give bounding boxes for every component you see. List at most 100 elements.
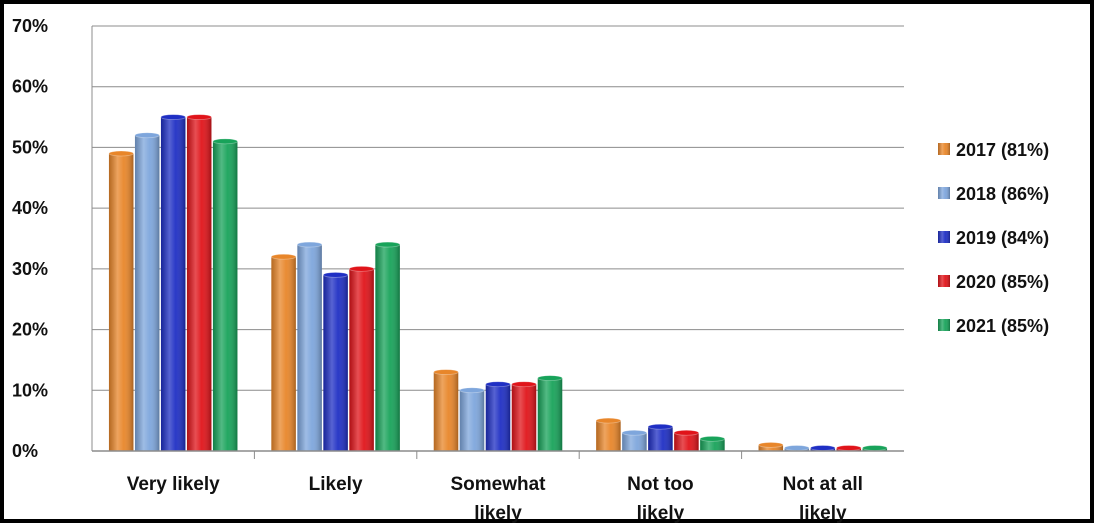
- legend-label: 2017 (81%): [956, 140, 1049, 160]
- bar: [108, 150, 134, 451]
- bar: [647, 423, 674, 451]
- bar-cap: [537, 375, 563, 382]
- bar-shading: [134, 135, 160, 452]
- legend-swatch-shading: [938, 143, 950, 155]
- bar-shading: [108, 153, 134, 451]
- bar-shading: [212, 141, 238, 451]
- bar-cap: [433, 369, 459, 375]
- legend-item: 2017 (81%): [938, 140, 1049, 160]
- x-category-label-line: Very likely: [127, 474, 220, 495]
- bar-shading: [485, 384, 511, 451]
- x-category-label: Likely: [309, 474, 363, 495]
- bar: [511, 381, 537, 451]
- bar: [160, 114, 186, 452]
- bar: [699, 435, 726, 451]
- x-category-label: Not at all likely: [783, 474, 863, 524]
- x-axis-labels: Very likely Likely Somewhat likely Not too li…: [127, 474, 863, 524]
- bar: [134, 132, 160, 452]
- bar-cap: [673, 429, 700, 436]
- x-category-label: Somewhat likely: [450, 474, 546, 524]
- bar: [270, 253, 297, 451]
- bar-cap: [862, 445, 888, 451]
- y-tick-label: 60%: [12, 77, 48, 97]
- legend-label: 2019 (84%): [956, 228, 1049, 248]
- bar-shading: [323, 274, 348, 451]
- y-tick-label: 0%: [12, 441, 38, 461]
- bar-shading: [459, 390, 485, 451]
- bar-cap: [134, 132, 160, 139]
- bar-cap: [322, 272, 349, 278]
- bar-shading: [160, 117, 186, 452]
- bar: [186, 114, 212, 452]
- x-category-label-line: Somewhat: [450, 474, 546, 495]
- bar-shading: [596, 420, 621, 451]
- bar: [810, 445, 836, 451]
- bar-shading: [622, 432, 647, 451]
- bar-cap: [699, 435, 726, 442]
- y-tick-label: 10%: [12, 380, 48, 400]
- bar: [673, 429, 700, 451]
- x-category-label: Very likely: [127, 474, 220, 495]
- bar-cap: [595, 417, 622, 424]
- bar-chart: 0% 10% 20% 30% 40% 50% 60% 70% Very likely Likel…: [12, 16, 1049, 524]
- bar-shading: [349, 268, 374, 451]
- legend-item: 2020 (85%): [938, 272, 1049, 292]
- legend-label: 2020 (85%): [956, 272, 1049, 292]
- bar: [784, 445, 810, 451]
- bar: [485, 381, 511, 451]
- bar-cap: [374, 241, 401, 248]
- x-category-label-line: likely: [799, 503, 847, 524]
- bars: [108, 114, 888, 452]
- bar-shading: [375, 244, 400, 451]
- bar-shading: [700, 438, 725, 451]
- bar-shading: [186, 117, 212, 452]
- bar: [836, 445, 862, 451]
- legend-label: 2021 (85%): [956, 316, 1049, 336]
- bar-shading: [648, 426, 673, 451]
- bar-cap: [160, 114, 186, 120]
- bar-cap: [212, 138, 238, 145]
- bar-cap: [836, 445, 862, 451]
- bar: [595, 417, 622, 451]
- bar-shading: [537, 378, 563, 451]
- bar-cap: [758, 442, 784, 448]
- legend-swatch-shading: [938, 187, 950, 199]
- axes: [91, 26, 904, 459]
- bar: [212, 138, 238, 451]
- bar-cap: [511, 381, 537, 388]
- legend-item: 2018 (86%): [938, 184, 1049, 204]
- y-tick-label: 20%: [12, 320, 48, 340]
- legend-swatch-shading: [938, 231, 950, 243]
- x-category-label-line: Not too: [627, 474, 693, 495]
- bar-cap: [810, 445, 836, 451]
- x-category-label-line: Not at all: [783, 474, 863, 495]
- y-tick-label: 50%: [12, 137, 48, 157]
- bar-shading: [433, 372, 459, 451]
- bar-cap: [296, 241, 323, 248]
- x-category-label-line: likely: [637, 503, 685, 524]
- bar: [296, 241, 323, 451]
- bar-shading: [511, 384, 537, 451]
- bar: [537, 375, 563, 451]
- y-tick-label: 70%: [12, 16, 48, 36]
- bar: [348, 265, 375, 451]
- bar: [374, 241, 401, 451]
- legend-swatch-shading: [938, 319, 950, 331]
- bar-cap: [348, 265, 375, 272]
- bar-cap: [459, 387, 485, 394]
- bar: [862, 445, 888, 451]
- x-category-label-line: likely: [474, 503, 522, 524]
- legend-swatch-shading: [938, 275, 950, 287]
- bar: [433, 369, 459, 451]
- bar-cap: [621, 429, 648, 436]
- bar: [459, 387, 485, 451]
- bar-shading: [674, 432, 699, 451]
- bar: [621, 429, 648, 451]
- bar-cap: [270, 253, 297, 260]
- y-axis-ticks: 0% 10% 20% 30% 40% 50% 60% 70%: [12, 16, 48, 461]
- legend-item: 2019 (84%): [938, 228, 1049, 248]
- x-category-label: Not too likely: [627, 474, 693, 524]
- bar: [758, 442, 784, 451]
- bar-shading: [271, 256, 296, 451]
